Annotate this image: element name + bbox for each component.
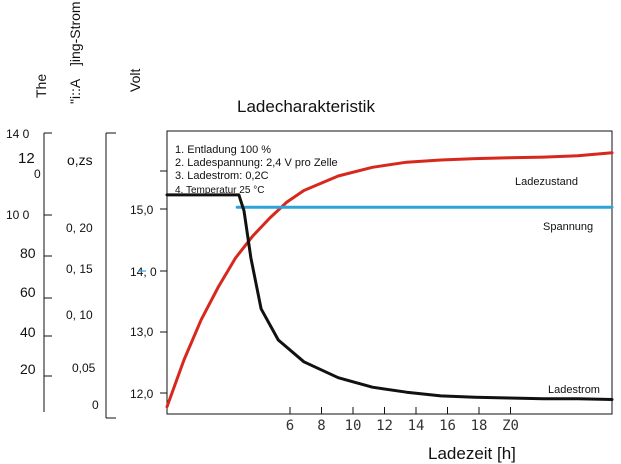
- series-line-ladestrom: [165, 193, 614, 401]
- current-tick-label: 0, 15: [66, 262, 93, 276]
- annotation-item: 4. Temperatur 25 °C: [175, 185, 264, 196]
- x-axis-label: Ladezeit [h]: [428, 444, 516, 463]
- current-tick-label: o,zs: [67, 152, 93, 168]
- voltage-axis-label: Volt: [127, 69, 143, 92]
- series-line-ladezustand: [165, 151, 614, 409]
- temperature-tick-label: 14 0: [6, 127, 30, 141]
- temperature-tick-label: 60: [20, 284, 36, 300]
- x-axis-ticks: 6 8 10 12 14 16 18 Z0: [160, 170, 519, 434]
- voltage-tick-label: 14, 0: [130, 265, 157, 279]
- current-tick-label: 0,05: [72, 361, 96, 375]
- current-axis-label: ]ing-Strom: [67, 1, 83, 66]
- temperature-axis-label: The: [33, 74, 49, 98]
- annotation-item: 1. Entladung 100 %: [175, 144, 271, 156]
- voltage-tick-label: 12,0: [130, 387, 154, 401]
- annotation-item: 3. Ladestrom: 0,2C: [175, 170, 269, 182]
- x-tick-label: 16: [439, 418, 456, 434]
- voltage-tick-label: 13,0: [130, 325, 154, 339]
- voltage-axis: 15,0 14, 0 13,0 12,0: [130, 203, 157, 401]
- temperature-axis: 14 0 12 0 10 0 80 60 40 20: [6, 127, 52, 412]
- series-label-ladestrom: Ladestrom: [548, 384, 600, 396]
- temperature-tick-label: 80: [20, 245, 36, 261]
- temperature-tick-label: 10 0: [6, 208, 30, 222]
- voltage-tick-label: 15,0: [130, 203, 154, 217]
- current-axis: o,zs 0, 20 0, 15 0, 10 0,05 0: [66, 132, 116, 419]
- temperature-tick-label: 0: [34, 167, 41, 181]
- x-tick-label: 14: [408, 418, 425, 434]
- annotation-list: 1. Entladung 100 % 2. Ladespannung: 2,4 …: [175, 144, 338, 196]
- series-label-ladezustand: Ladezustand: [515, 176, 578, 188]
- x-tick-label: 10: [345, 418, 362, 434]
- temperature-tick-label: 20: [20, 361, 36, 377]
- series-layer: [165, 151, 614, 409]
- chart-title: Ladecharakteristik: [237, 97, 375, 116]
- series-label-spannung: Spannung: [543, 221, 593, 233]
- plot-frame: [166, 130, 613, 415]
- x-tick-label: 12: [376, 418, 393, 434]
- x-tick-label: 18: [471, 418, 488, 434]
- temperature-tick-label: 40: [20, 324, 36, 340]
- x-tick-label: Z0: [502, 418, 519, 434]
- temperature-tick-label: 12: [18, 150, 35, 167]
- current-tick-label: 0, 10: [66, 308, 93, 322]
- current-axis-label-2: "i::A: [67, 78, 83, 104]
- current-tick-label: 0: [92, 398, 99, 412]
- annotation-item: 2. Ladespannung: 2,4 V pro Zelle: [175, 157, 338, 169]
- x-tick-label: 8: [317, 418, 325, 434]
- current-tick-label: 0, 20: [66, 221, 93, 235]
- x-tick-label: 6: [286, 418, 294, 434]
